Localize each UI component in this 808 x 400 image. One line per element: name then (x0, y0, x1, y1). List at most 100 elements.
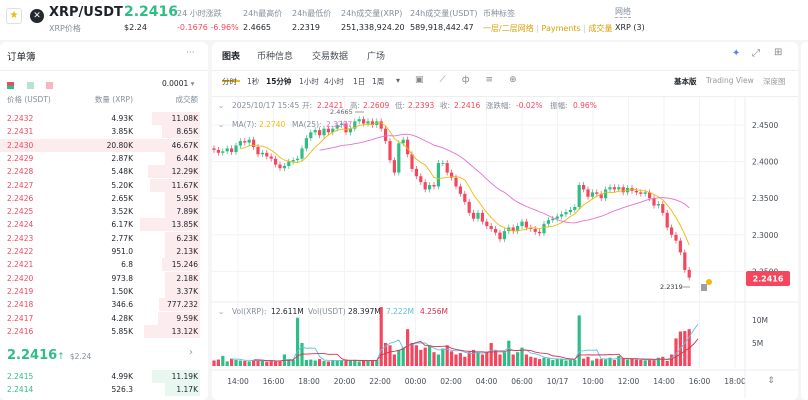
depth-bar (150, 178, 200, 192)
price: 2.2417 (7, 313, 34, 323)
ask-row[interactable]: 2.2418 346.6 777.232 (0, 298, 208, 312)
timeframe-1[interactable]: 1秒 (247, 77, 260, 86)
price: 2.2425 (7, 207, 34, 217)
tags: 一层/二层网络 | Payments | 成交量 (483, 24, 613, 33)
price: 2.2429 (7, 153, 34, 163)
total: 6.44K (176, 153, 198, 163)
price: 2.2427 (7, 180, 34, 190)
ask-row[interactable]: 2.2417 4.28K 9.59K (0, 311, 208, 325)
ticker-header: ★ ✕ XRP/USDT XRP价格 2.2416 $2.24 24 小时涨跌 … (0, 0, 808, 40)
timeframe-0[interactable]: 分时 (222, 77, 237, 86)
calendar-icon[interactable]: ▣ (415, 75, 440, 85)
layout-grid-icon[interactable]: ⊞ (774, 47, 783, 58)
ask-row[interactable]: 2.2431 3.85K 8.65K (0, 125, 208, 139)
total: 13.85K (171, 220, 198, 230)
timeframe-2[interactable]: 15分钟 (266, 77, 292, 86)
price: 2.2424 (7, 220, 34, 230)
amount: 4.99K (111, 372, 133, 381)
view-1[interactable]: Trading View (706, 76, 754, 85)
chevron-right-icon[interactable]: › (189, 347, 193, 358)
amount: 2.65K (111, 193, 133, 203)
timeframe-5[interactable]: 1日 (353, 77, 366, 86)
depth-bar (148, 165, 200, 179)
active-tab-indicator (222, 80, 240, 82)
symbol-subtitle[interactable]: XRP价格 (49, 24, 81, 33)
total: 46.67K (171, 140, 198, 150)
total: 9.59K (176, 313, 198, 323)
price: 2.2414 (7, 385, 34, 395)
ask-row[interactable]: 2.2427 5.20K 11.67K (0, 178, 208, 192)
ask-row[interactable]: 2.2420 973.8 2.18K (0, 271, 208, 285)
add-circle-icon[interactable]: ⊕ (509, 75, 533, 85)
view-2[interactable]: 深度图 (763, 77, 786, 86)
depth-bar (162, 125, 200, 139)
price: 2.2421 (7, 260, 34, 270)
total: 13.12K (171, 326, 198, 336)
amount: 5.48K (111, 167, 133, 177)
total: 12.29K (171, 167, 198, 177)
amount: 4.93K (111, 114, 133, 123)
tab-2[interactable]: 交易数据 (312, 52, 349, 62)
bid-row[interactable]: 2.2414 526.3 1.17K (0, 383, 208, 397)
mid-price-value: 2.2416 (7, 348, 58, 363)
ask-row[interactable]: 2.2432 4.93K 11.08K (0, 112, 208, 125)
ask-row[interactable]: 2.2428 5.48K 12.29K (0, 165, 208, 179)
expand-icon[interactable]: ⤢ (752, 48, 760, 59)
price: 2.2432 (7, 114, 34, 123)
depth-bar (162, 258, 200, 272)
stat-low: 2.2319 (292, 23, 320, 32)
toolbar-icons: ▣⟋ф≡⊕ (415, 75, 533, 85)
ask-row[interactable]: 2.2423 2.77K 6.23K (0, 231, 208, 245)
ask-row[interactable]: 2.2430 20.80K 46.67K (0, 138, 208, 152)
stat-label-high: 24h最高价 (243, 9, 283, 18)
order-book-panel: 订单簿 ··· 0.0001 ▾ 价格 (USDT) 数量 (XRP) 成交额 … (0, 42, 208, 400)
depth-bar (165, 151, 200, 165)
ask-row[interactable]: 2.2429 2.87K 6.44K (0, 151, 208, 165)
tag-layer[interactable]: 一层/二层网络 (483, 24, 534, 33)
ask-row[interactable]: 2.2419 1.50K 3.37K (0, 284, 208, 298)
view-both-icon[interactable] (7, 82, 14, 89)
view-asks-icon[interactable] (46, 82, 53, 89)
last-price: 2.2416 (124, 4, 179, 20)
network-value[interactable]: XRP (3) (615, 23, 645, 32)
timeframe-4[interactable]: 4小时 (324, 77, 344, 86)
view-0[interactable]: 基本版 (674, 77, 697, 86)
col-price: 价格 (USDT) (7, 95, 51, 104)
ask-row[interactable]: 2.2416 5.85K 13.12K (0, 324, 208, 338)
favorite-star-button[interactable]: ★ (6, 8, 22, 24)
stat-24h-change: -0.1676 -6.96% (177, 23, 239, 32)
bid-row[interactable]: 2.2415 4.99K 11.19K (0, 370, 208, 383)
price: 2.2420 (7, 273, 34, 283)
network-label: 网络 (615, 7, 631, 18)
total: 6.23K (176, 233, 198, 243)
depth-bar (165, 245, 200, 258)
depth-bar (165, 284, 200, 298)
indicator-icon[interactable]: ф (461, 75, 486, 85)
total: 2.18K (176, 273, 198, 283)
settings-list-icon[interactable]: ≡ (485, 75, 510, 85)
tab-1[interactable]: 币种信息 (257, 52, 294, 62)
amount: 2.87K (111, 153, 133, 163)
depth-bar (140, 218, 200, 232)
timeframe-3[interactable]: 1小时 (299, 77, 319, 86)
price: 2.2418 (7, 300, 34, 310)
amount: 973.8 (111, 273, 133, 283)
order-book-more-button[interactable]: ··· (186, 48, 195, 58)
line-chart-icon[interactable]: ⟋ (439, 75, 462, 85)
ask-row[interactable]: 2.2426 2.65K 5.95K (0, 191, 208, 205)
precision-select[interactable]: 0.0001 ▾ (162, 79, 194, 88)
view-bids-icon[interactable] (27, 82, 34, 89)
total: 11.08K (171, 114, 198, 123)
tag-payments[interactable]: Payments (541, 24, 581, 33)
timeframe-6[interactable]: 1周 (372, 77, 385, 86)
ask-row[interactable]: 2.2422 951.0 2.13K (0, 245, 208, 258)
ask-row[interactable]: 2.2421 6.8 15.246 (0, 258, 208, 272)
ai-sparkle-icon[interactable]: ✦ (732, 48, 741, 59)
depth-bar (158, 311, 200, 325)
ask-row[interactable]: 2.2425 3.52K 7.89K (0, 205, 208, 219)
more-timeframes-icon[interactable]: ▾ (396, 76, 401, 85)
tab-0[interactable]: 图表 (222, 52, 241, 62)
ask-row[interactable]: 2.2424 6.17K 13.85K (0, 218, 208, 232)
tag-volume[interactable]: 成交量 (588, 24, 613, 33)
tab-3[interactable]: 广场 (367, 52, 386, 62)
